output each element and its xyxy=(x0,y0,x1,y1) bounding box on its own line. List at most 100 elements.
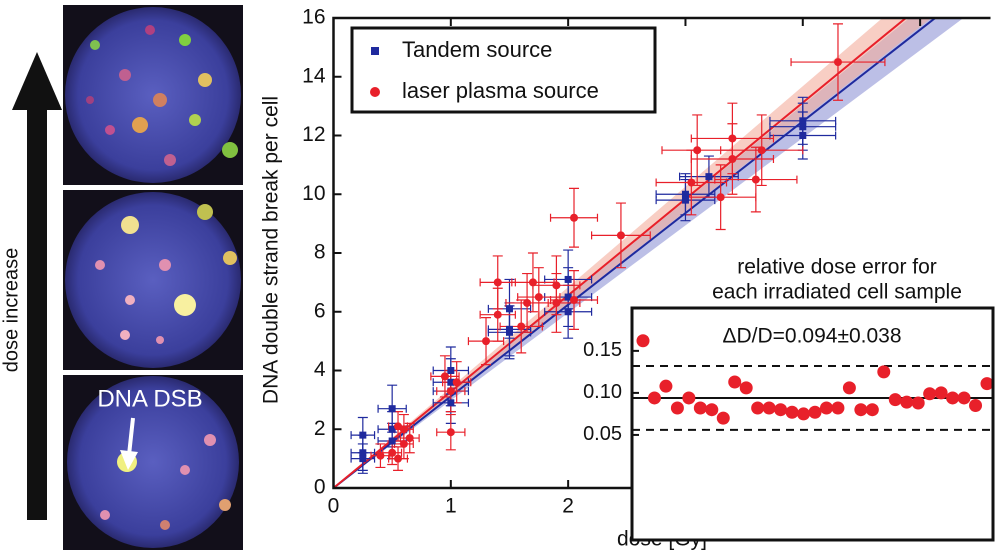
y-tick-label: 8 xyxy=(314,241,326,264)
point xyxy=(517,322,526,331)
legend-label: laser plasma source xyxy=(402,78,599,103)
point xyxy=(359,449,367,457)
point xyxy=(440,372,449,381)
y-tick-label: 10 xyxy=(302,182,325,205)
y-tick-label: 0.15 xyxy=(583,339,622,361)
x-tick-label: 2 xyxy=(562,495,574,518)
point xyxy=(693,401,707,415)
point xyxy=(799,132,807,139)
point xyxy=(359,455,367,463)
point xyxy=(636,334,650,348)
legend-box xyxy=(350,26,657,114)
point xyxy=(799,123,807,131)
y-tick-label: 16 xyxy=(302,6,325,29)
point xyxy=(446,428,455,437)
point xyxy=(388,425,396,433)
dose-arrowhead xyxy=(12,52,62,110)
point xyxy=(564,275,572,283)
x-tick-label: 1 xyxy=(445,495,457,518)
fit-line xyxy=(333,18,908,488)
x-tick-label: 0 xyxy=(328,495,340,518)
point xyxy=(564,293,572,301)
point xyxy=(399,439,408,448)
point xyxy=(447,367,455,374)
point xyxy=(552,298,561,307)
point xyxy=(728,155,737,163)
point xyxy=(946,391,960,405)
point xyxy=(877,365,891,379)
y-tick-label: 2 xyxy=(314,417,326,440)
point xyxy=(808,405,822,419)
point xyxy=(394,454,403,463)
inset-title: relative dose error for xyxy=(737,256,937,279)
y-tick-label: 0.10 xyxy=(583,381,622,403)
point xyxy=(534,293,543,302)
point xyxy=(969,399,983,413)
point xyxy=(751,401,765,415)
foci xyxy=(86,25,238,166)
point xyxy=(447,399,455,407)
point xyxy=(716,193,725,202)
point xyxy=(570,296,579,304)
point xyxy=(388,448,397,457)
point xyxy=(682,391,696,405)
point xyxy=(774,403,788,417)
legend: Tandem source laser plasma source xyxy=(350,26,657,114)
point xyxy=(376,451,385,460)
point xyxy=(934,386,948,400)
point xyxy=(528,278,537,287)
point xyxy=(751,175,760,184)
foci xyxy=(95,204,237,344)
cell-images: DNA DSB xyxy=(63,5,243,550)
point xyxy=(819,401,833,415)
inset-title: each irradiated cell sample xyxy=(712,281,962,304)
point xyxy=(452,378,461,387)
point xyxy=(831,401,845,415)
y-tick-label: 14 xyxy=(302,64,326,87)
point xyxy=(482,337,491,346)
point xyxy=(505,305,513,313)
y-tick-label: 12 xyxy=(302,123,325,146)
label-arrowhead xyxy=(120,450,138,470)
point xyxy=(865,403,879,417)
plot-area xyxy=(333,18,964,488)
dose-arrow xyxy=(27,108,47,520)
point xyxy=(911,396,925,410)
point xyxy=(693,146,702,155)
point xyxy=(388,405,396,413)
point xyxy=(681,190,689,198)
legend-label: Tandem source xyxy=(402,37,552,62)
point xyxy=(900,395,914,409)
y-tick-label: 4 xyxy=(314,358,326,381)
point xyxy=(785,405,799,419)
point xyxy=(705,403,719,417)
legend-marker xyxy=(371,47,379,55)
image-label: DNA DSB xyxy=(97,385,202,412)
point xyxy=(757,146,766,155)
point xyxy=(405,434,414,443)
y-axis-label: DNA double strand break per cell xyxy=(260,96,283,404)
point xyxy=(616,231,625,240)
point xyxy=(888,393,902,407)
point xyxy=(833,58,842,67)
point xyxy=(797,407,811,421)
point xyxy=(505,328,513,336)
point xyxy=(564,308,572,316)
annotation: ΔD/D=0.094±0.038 xyxy=(722,325,901,348)
point xyxy=(842,381,856,395)
point xyxy=(359,431,367,439)
point xyxy=(659,379,673,393)
point xyxy=(647,391,661,405)
point xyxy=(980,377,994,391)
point xyxy=(493,310,502,319)
point xyxy=(493,278,502,287)
nucleus xyxy=(65,192,241,368)
point xyxy=(799,117,807,125)
inset-background xyxy=(632,308,993,540)
point xyxy=(388,437,396,445)
point xyxy=(681,196,689,204)
point xyxy=(552,281,561,290)
